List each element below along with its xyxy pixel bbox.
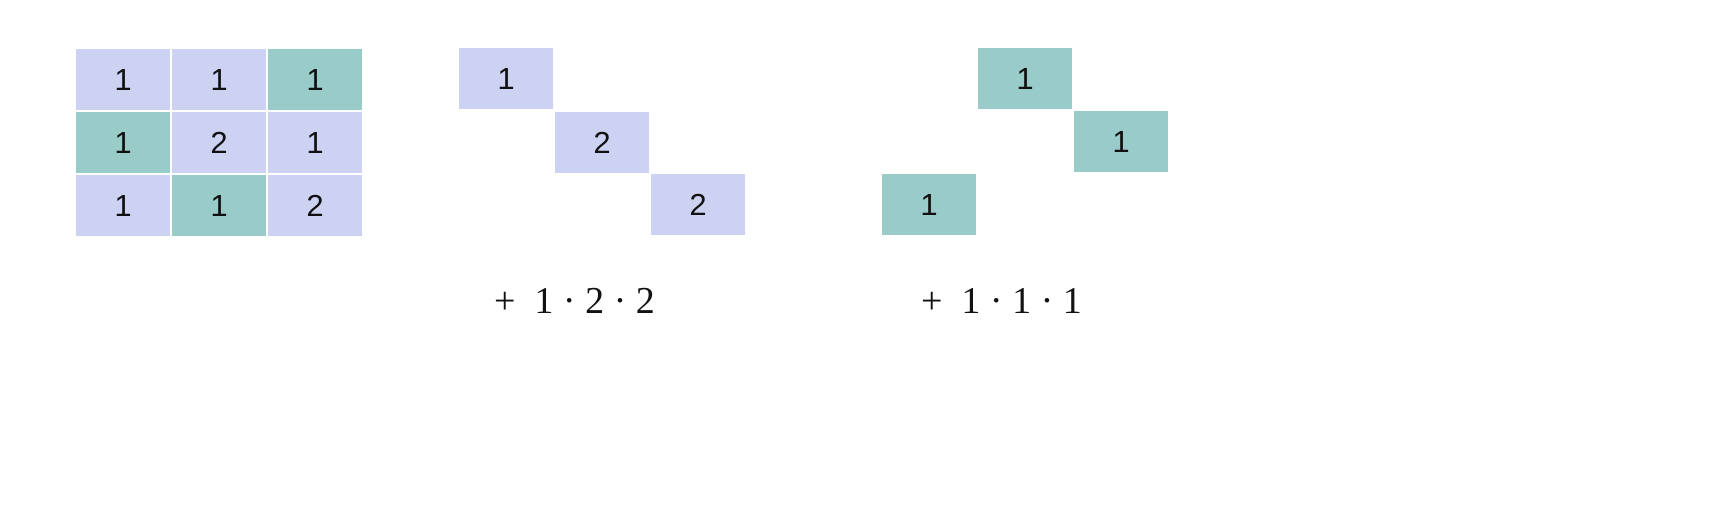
matrix-cell-r0c1: 1	[172, 49, 266, 110]
main-diagonal-cell-1: 2	[555, 112, 649, 173]
matrix-cell-r0c0: 1	[76, 49, 170, 110]
matrix-cell-r1c0: 1	[76, 112, 170, 173]
main-diagonal-formula: + 1 · 2 · 2	[494, 280, 655, 322]
matrix-cell-r2c2: 2	[268, 175, 362, 236]
matrix-cell-r2c0: 1	[76, 175, 170, 236]
matrix-cell-r0c2: 1	[268, 49, 362, 110]
main-diagonal-cell-0: 1	[459, 48, 553, 109]
matrix-cell-r2c1: 1	[172, 175, 266, 236]
shifted-diagonal-formula: + 1 · 1 · 1	[921, 280, 1082, 322]
shifted-diagonal-cell-0: 1	[978, 48, 1072, 109]
matrix-cell-r1c1: 2	[172, 112, 266, 173]
shifted-diagonal-cell-2: 1	[882, 174, 976, 235]
shifted-diagonal-cell-1: 1	[1074, 111, 1168, 172]
main-diagonal-cell-2: 2	[651, 174, 745, 235]
matrix-cell-r1c2: 1	[268, 112, 362, 173]
